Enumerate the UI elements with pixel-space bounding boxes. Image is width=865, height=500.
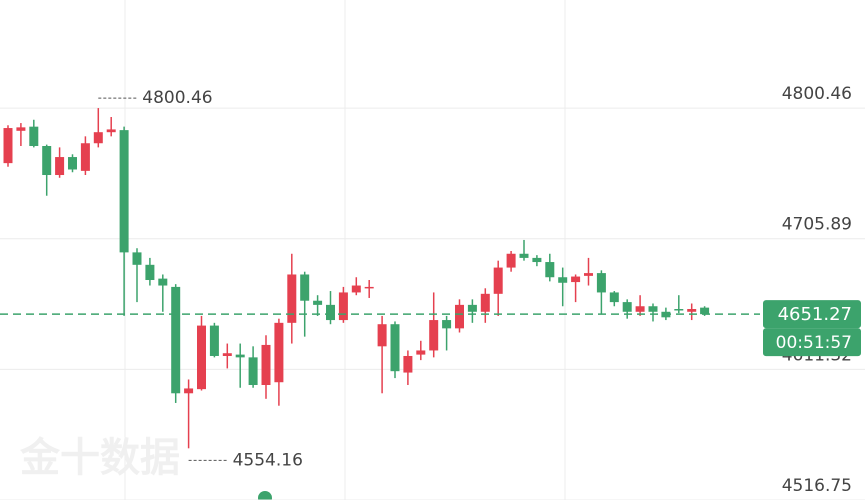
price-box	[763, 300, 861, 329]
candle-body	[55, 157, 65, 176]
candle-body	[351, 285, 361, 293]
candle-body	[687, 309, 697, 312]
candle-body	[390, 324, 400, 372]
candle-body	[338, 292, 348, 321]
watermark: 金十数据	[19, 435, 180, 481]
candle-body	[609, 292, 619, 303]
candle-body	[467, 304, 477, 312]
y-tick-label: 4516.75	[782, 476, 852, 496]
candle-body	[545, 262, 555, 278]
candle-body	[326, 304, 335, 321]
countdown: 00:51:57	[776, 333, 852, 353]
candle-body	[222, 353, 232, 356]
candle-body	[300, 274, 310, 301]
candle-body	[674, 309, 684, 311]
last-price: 4651.27	[778, 304, 852, 325]
candle-body	[106, 129, 116, 133]
candle-body	[313, 300, 323, 305]
candle-body	[635, 306, 645, 312]
candle-body	[209, 325, 219, 356]
candle-body	[287, 274, 297, 323]
candle-body	[377, 324, 387, 347]
candle-body	[171, 286, 181, 394]
high-label: 4800.46	[142, 88, 212, 108]
candle-body	[68, 157, 77, 170]
candle-body	[197, 325, 206, 390]
candle-body	[700, 307, 710, 315]
candle-body	[622, 302, 632, 312]
candle-body	[584, 273, 593, 276]
candle-body	[158, 278, 168, 286]
candle-body	[558, 277, 568, 283]
y-tick-label: 4705.89	[782, 215, 852, 235]
candle-body	[493, 267, 503, 294]
candle-body	[119, 130, 129, 253]
marker-dot	[258, 491, 272, 500]
candle-body	[596, 273, 606, 293]
candle-body	[42, 146, 52, 176]
candle-body	[132, 252, 142, 265]
low-label: 4554.16	[233, 450, 303, 470]
candle-body	[403, 355, 413, 373]
candle-body	[648, 306, 658, 312]
y-tick-label: 4800.46	[782, 84, 852, 104]
candle-body	[261, 344, 271, 385]
candle-body	[16, 127, 26, 131]
candle-body	[519, 253, 529, 258]
candle-body	[455, 304, 464, 329]
candle-body	[532, 257, 542, 263]
candle-body	[29, 126, 39, 147]
candle-body	[235, 354, 245, 358]
candle-body	[80, 143, 90, 171]
candle-body	[184, 388, 194, 394]
candle-body	[506, 253, 516, 268]
candle-body	[274, 322, 284, 383]
candle-body	[248, 357, 258, 385]
candle-body	[3, 128, 13, 164]
candle-body	[364, 286, 374, 289]
candle-body	[480, 293, 490, 312]
candle-body	[416, 350, 426, 355]
countdown-box	[763, 328, 861, 357]
candle-body	[145, 264, 155, 281]
candle-body	[93, 132, 103, 144]
candle-body	[442, 320, 452, 329]
candle-body	[429, 320, 439, 351]
candle-body	[571, 276, 581, 283]
